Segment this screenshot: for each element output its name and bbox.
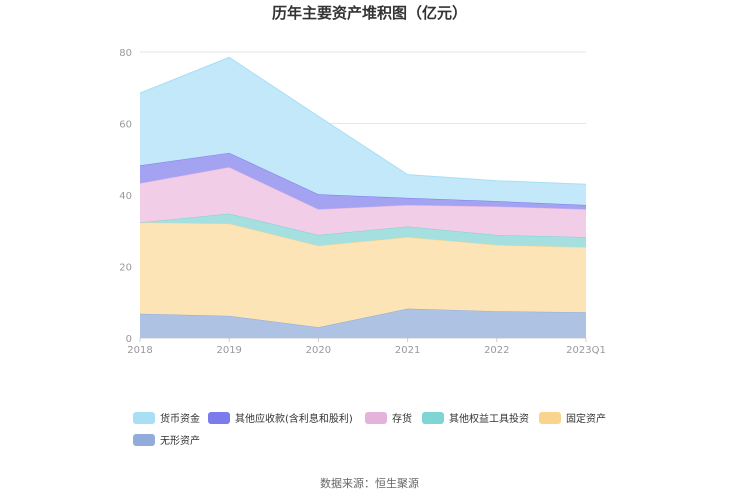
legend-item-inventory[interactable]: 存货: [365, 410, 412, 425]
area-series: [139, 56, 587, 338]
y-tick-label: 0: [126, 334, 132, 345]
y-tick-label: 80: [119, 48, 132, 59]
area-货币资金[interactable]: [140, 57, 586, 206]
area-edge-货币资金: [139, 56, 587, 185]
x-tick-label: 2023Q1: [566, 345, 606, 356]
area-edge-无形资产: [139, 308, 587, 328]
legend-label: 其他权益工具投资: [449, 414, 529, 425]
legend-label: 其他应收款(含利息和股利): [235, 414, 353, 425]
area-其他应收款(含利息和股利)[interactable]: [140, 152, 586, 210]
area-无形资产[interactable]: [140, 308, 586, 338]
data-source: 数据来源：恒生聚源: [320, 477, 419, 490]
legend-item-cash[interactable]: 货币资金: [133, 410, 200, 425]
x-tick-label: 2021: [395, 345, 420, 356]
legend-swatch: [133, 433, 155, 446]
chart-title: 历年主要资产堆积图（亿元）: [271, 4, 467, 22]
legend-label: 无形资产: [160, 436, 200, 447]
axes: 0 20 40 60 80 2018 2019 2020 2021 2022 2023Q1: [119, 48, 606, 356]
legend-item-intangible-assets[interactable]: 无形资产: [133, 432, 200, 447]
legend-swatch: [133, 411, 155, 424]
y-tick-label: 40: [119, 191, 132, 202]
legend-item-equity-investments[interactable]: 其他权益工具投资: [422, 410, 529, 425]
legend-swatch: [208, 411, 230, 424]
legend-item-fixed-assets[interactable]: 固定资产: [539, 410, 606, 425]
x-tick-label: 2018: [127, 345, 152, 356]
y-tick-label: 20: [119, 263, 132, 274]
x-tick-label: 2022: [484, 345, 509, 356]
area-其他权益工具投资[interactable]: [140, 213, 586, 248]
legend-label: 固定资产: [566, 414, 606, 425]
y-tick-label: 60: [119, 120, 132, 131]
x-tick-label: 2019: [216, 345, 241, 356]
legend-swatch: [422, 411, 444, 424]
legend-swatch: [365, 411, 387, 424]
x-tick-label: 2020: [306, 345, 331, 356]
area-固定资产[interactable]: [140, 222, 586, 328]
legend-swatch: [539, 411, 561, 424]
legend-item-other-receivables[interactable]: 其他应收款(含利息和股利): [208, 410, 353, 425]
legend-label: 货币资金: [160, 414, 200, 425]
legend-label: 存货: [392, 414, 412, 425]
area-存货[interactable]: [140, 167, 586, 238]
